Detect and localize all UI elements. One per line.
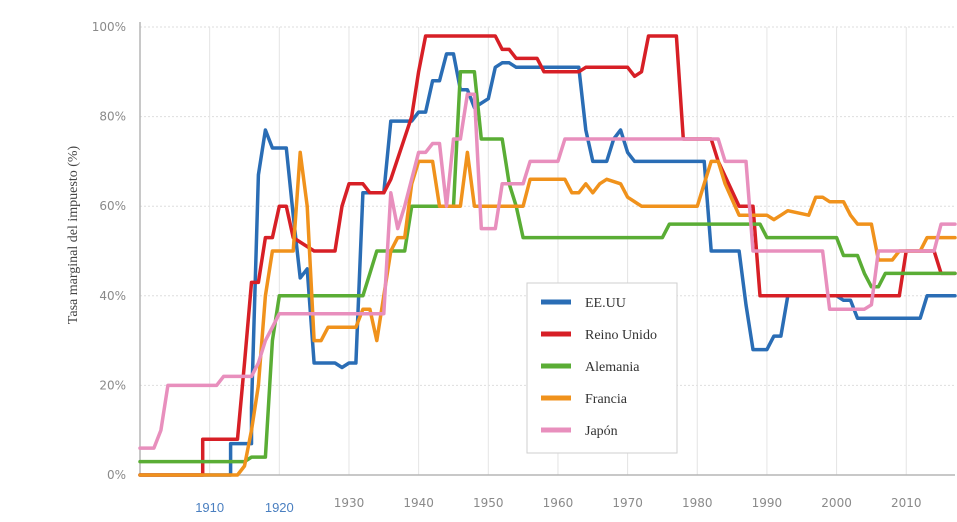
x-tick-label: 1950 <box>473 496 504 510</box>
y-tick-labels: 0% 20% 40% 60% 80% 100% <box>92 20 126 482</box>
y-tick-label: 40% <box>99 289 126 303</box>
x-tick-labels: 1910 1920 1930 1940 1950 1960 1970 1980 1990 2000… <box>195 496 921 515</box>
legend-label: EE.UU <box>585 296 626 311</box>
x-tick-label: 1910 <box>195 500 224 515</box>
x-tick-label: 1970 <box>612 496 643 510</box>
x-tick-label: 1940 <box>403 496 434 510</box>
x-tick-label: 1930 <box>334 496 365 510</box>
legend-label: Japón <box>585 424 618 439</box>
y-tick-label: 0% <box>107 468 126 482</box>
legend: EE.UU Reino Unido Alemania Francia Japón <box>527 283 677 453</box>
y-tick-label: 20% <box>99 378 126 392</box>
x-tick-label: 1980 <box>682 496 713 510</box>
y-tick-label: 60% <box>99 199 126 213</box>
legend-label: Alemania <box>585 360 640 375</box>
legend-label: Reino Unido <box>585 328 657 343</box>
legend-label: Francia <box>585 392 628 407</box>
y-tick-label: 80% <box>99 110 126 124</box>
x-tick-label: 1920 <box>265 500 294 515</box>
y-axis-label: Tasa marginal del impuesto (%) <box>66 145 81 324</box>
x-tick-label: 1960 <box>543 496 574 510</box>
x-tick-label: 2000 <box>821 496 852 510</box>
x-tick-label: 2010 <box>891 496 922 510</box>
y-tick-label: 100% <box>92 20 126 34</box>
x-tick-label: 1990 <box>752 496 783 510</box>
